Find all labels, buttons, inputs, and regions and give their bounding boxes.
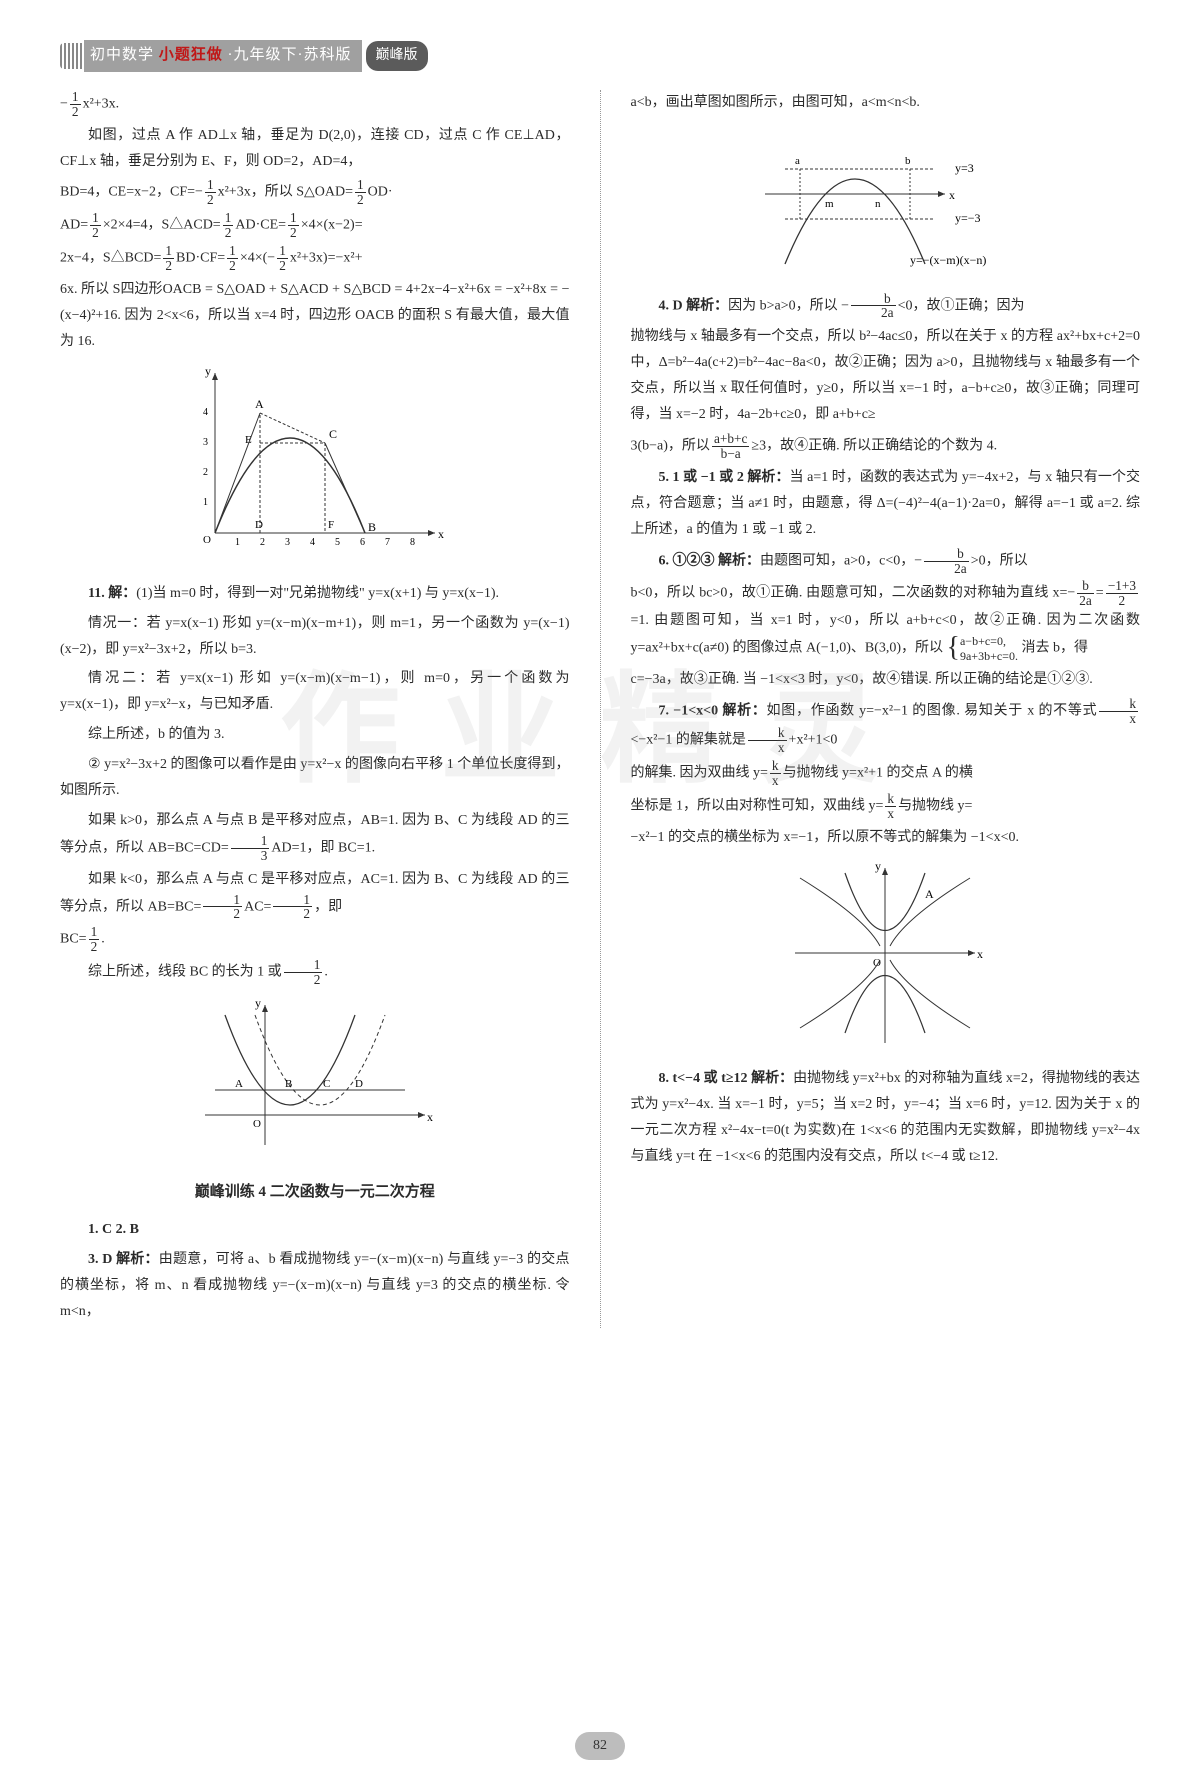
right-column: a<b，画出草图如图所示，由图可知，a<m<n<b. a b m n x y=3 y… [631,90,1141,1329]
para: a<b，画出草图如图所示，由图可知，a<m<n<b. [631,90,1141,116]
para: −12x²+3x. [60,90,570,119]
figure-shifted-parabolas: x y A O B C D [60,995,570,1165]
svg-text:C: C [323,1078,330,1090]
header-stripe-icon [60,43,86,69]
svg-text:O: O [253,1118,261,1130]
svg-text:1: 1 [203,497,208,508]
answers-1-2: 1. C 2. B [60,1217,570,1243]
column-separator [600,90,601,1329]
problem-4: 4. D 解析：因为 b>a>0，所以 −b2a<0，故①正确；因为 [631,292,1141,321]
volume: ·九年级下·苏科版 [228,47,352,63]
svg-text:x: x [977,947,983,961]
page-number: 82 [575,1732,625,1760]
svg-text:x: x [949,188,955,202]
para: BC=12. [60,925,570,954]
para: 抛物线与 x 轴最多有一个交点，所以 b²−4ac≤0，所以在关于 x 的方程 … [631,324,1141,428]
svg-text:8: 8 [410,537,415,548]
svg-text:F: F [328,519,334,531]
svg-text:D: D [255,519,263,531]
svg-text:m: m [825,198,834,210]
svg-text:y=−(x−m)(x−n): y=−(x−m)(x−n) [910,253,986,267]
svg-text:E: E [245,434,252,446]
problem-7: 7. −1<x<0 解析：如图，作函数 y=−x²−1 的图像. 易知关于 x … [631,697,1141,755]
svg-text:b: b [905,155,911,167]
svg-text:A: A [925,887,934,901]
svg-text:2: 2 [260,537,265,548]
svg-text:5: 5 [335,537,340,548]
header-title: 初中数学 小题狂做 ·九年级下·苏科版 [84,40,362,72]
svg-text:x: x [438,527,444,541]
svg-text:2: 2 [203,467,208,478]
para: BD=4，CE=x−2，CF=−12x²+3x，所以 S△OAD=12OD· [60,178,570,207]
para: 情况一：若 y=x(x−1) 形如 y=(x−m)(x−m+1)，则 m=1，另… [60,611,570,663]
para: b<0，所以 bc>0，故①正确. 由题意可知，二次函数的对称轴为直线 x=−b… [631,579,1141,663]
svg-text:n: n [875,198,881,210]
svg-text:3: 3 [203,437,208,448]
svg-text:4: 4 [203,407,208,418]
para: 如果 k>0，那么点 A 与点 B 是平移对应点，AB=1. 因为 B、C 为线… [60,808,570,863]
svg-text:y=3: y=3 [955,161,974,175]
problem-11: 11. 解：(1)当 m=0 时，得到一对"兄弟抛物线" y=x(x+1) 与 … [60,581,570,607]
para: 2x−4，S△BCD=12BD·CF=12×4×(−12x²+3x)=−x²+ [60,244,570,273]
svg-text:7: 7 [385,537,390,548]
para: ② y=x²−3x+2 的图像可以看作是由 y=x²−x 的图像向右平移 1 个… [60,752,570,804]
figure-hyperbola-parabola: x y O A [631,858,1141,1058]
svg-text:O: O [203,534,211,546]
svg-text:a: a [795,155,800,167]
para: 的解集. 因为双曲线 y=kx与抛物线 y=x²+1 的交点 A 的横 [631,759,1141,788]
para: AD=12×2×4=4，S△ACD=12AD·CE=12×4×(x−2)= [60,211,570,240]
para: 坐标是 1，所以由对称性可知，双曲线 y=kx与抛物线 y= [631,792,1141,821]
para: 综上所述，b 的值为 3. [60,722,570,748]
edition-badge: 巅峰版 [366,41,428,71]
problem-5: 5. 1 或 −1 或 2 解析：当 a=1 时，函数的表达式为 y=−4x+2… [631,465,1141,543]
figure-downward-parabola: a b m n x y=3 y=−3 y=−(x−m)(x−n) [631,124,1141,284]
svg-text:D: D [355,1078,363,1090]
para: c=−3a，故③正确. 当 −1<x<3 时，y<0，故④错误. 所以正确的结论… [631,667,1141,693]
para: 6x. 所以 S四边形OACB = S△OAD + S△ACD + S△BCD … [60,277,570,355]
svg-text:B: B [368,520,376,534]
svg-text:1: 1 [235,537,240,548]
red-title: 小题狂做 [159,47,223,63]
problem-6: 6. ①②③ 解析：由题图可知，a>0，c<0，−b2a>0，所以 [631,547,1141,576]
problem-3: 3. D 解析：由题意，可将 a、b 看成抛物线 y=−(x−m)(x−n) 与… [60,1247,570,1325]
page-header: 初中数学 小题狂做 ·九年级下·苏科版 巅峰版 [60,40,1140,72]
para: 如果 k<0，那么点 A 与点 C 是平移对应点，AC=1. 因为 B、C 为线… [60,867,570,922]
svg-text:y: y [255,996,261,1010]
svg-text:A: A [235,1078,243,1090]
para: 如图，过点 A 作 AD⊥x 轴，垂足为 D(2,0)，连接 CD，过点 C 作… [60,123,570,175]
svg-text:O: O [873,957,881,969]
series-name: 初中数学 [90,47,154,63]
svg-text:y: y [875,859,881,873]
para: 情况二：若 y=x(x−1) 形如 y=(x−m)(x−m−1)，则 m=0，另… [60,666,570,718]
svg-text:C: C [329,427,337,441]
svg-text:x: x [427,1110,433,1124]
svg-text:y=−3: y=−3 [955,211,981,225]
left-column: −12x²+3x. 如图，过点 A 作 AD⊥x 轴，垂足为 D(2,0)，连接… [60,90,570,1329]
para: 3(b−a)，所以a+b+cb−a≥3，故④正确. 所以正确结论的个数为 4. [631,432,1141,461]
para: 综上所述，线段 BC 的长为 1 或12. [60,958,570,987]
svg-text:3: 3 [285,537,290,548]
svg-text:6: 6 [360,537,365,548]
section-title: 巅峰训练 4 二次函数与一元二次方程 [60,1179,570,1207]
para: −x²−1 的交点的横坐标为 x=−1，所以原不等式的解集为 −1<x<0. [631,825,1141,851]
figure-parabola-oacb: x y O 1 2 3 4 5 6 7 8 1 2 3 4 A [60,363,570,573]
svg-text:B: B [285,1078,292,1090]
svg-text:y: y [205,364,211,378]
svg-text:A: A [255,397,264,411]
svg-text:4: 4 [310,537,315,548]
problem-8: 8. t<−4 或 t≥12 解析：由抛物线 y=x²+bx 的对称轴为直线 x… [631,1066,1141,1170]
